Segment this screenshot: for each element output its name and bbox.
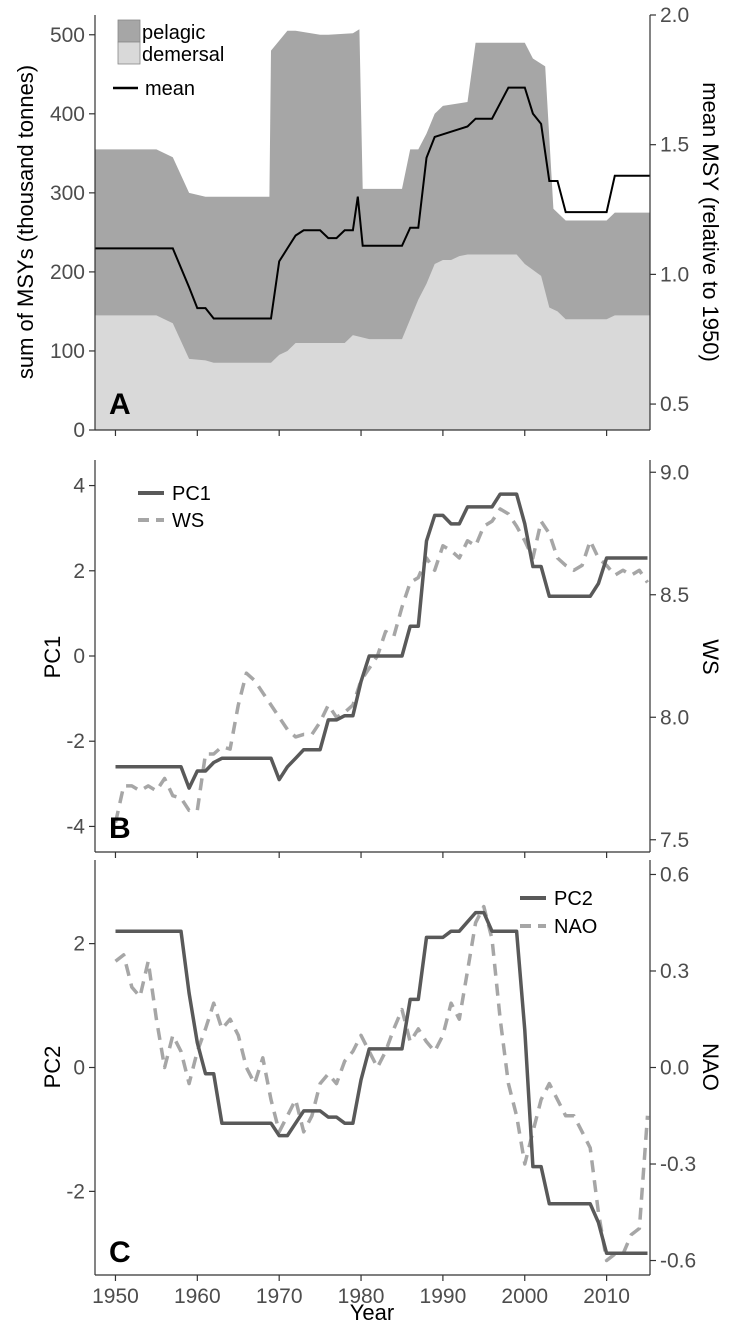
x-axis-title: Year	[350, 1300, 394, 1325]
panel-c-legend: PC2 NAO	[520, 888, 597, 938]
right-tick-label: 7.5	[660, 829, 689, 852]
legend-pelagic-swatch	[117, 19, 141, 43]
series-pc1-line	[115, 492, 648, 790]
panel-a: 0 100 200 300 400 500 0.5 1.0 1.5 2.0 sum of MSYs…	[13, 4, 723, 442]
series-ws-line	[113, 507, 649, 823]
left-tick-label: -4	[66, 815, 85, 838]
panel-c-background	[95, 860, 650, 1275]
panel-b-left-axis-title: PC1	[40, 636, 65, 679]
left-tick-label: 100	[50, 340, 85, 363]
panel-a-right-axis-title: mean MSY (relative to 1950)	[698, 82, 723, 362]
panel-a-letter: A	[109, 388, 131, 421]
legend-demersal-label: demersal	[142, 44, 224, 66]
x-tick-label: 1950	[92, 1285, 139, 1308]
legend-pelagic-label: pelagic	[142, 22, 205, 44]
left-tick-label: 2	[73, 933, 85, 956]
panel-c: -2 0 2 -0.6 -0.3 0.0 0.3 0.6 PC2 NAO C PC2 NAO	[40, 860, 723, 1276]
legend-pc2-label: PC2	[554, 888, 593, 910]
x-tick-label: 1960	[174, 1285, 221, 1308]
panel-c-letter: C	[109, 1236, 131, 1269]
right-tick-label: 8.5	[660, 584, 689, 607]
mean-msy-line	[95, 86, 650, 320]
right-tick-label: -0.6	[660, 1250, 696, 1273]
left-tick-label: 0	[73, 1057, 85, 1080]
left-tick-label: 200	[50, 261, 85, 284]
legend-nao-label: NAO	[554, 916, 597, 938]
panel-b: -4 -2 0 2 4 7.5 8.0 8.5 9.0 PC1 WS B PC1 WS	[40, 460, 723, 853]
left-tick-label: 300	[50, 182, 85, 205]
legend-mean-label: mean	[145, 78, 195, 100]
x-tick-label: 2000	[501, 1285, 548, 1308]
legend-ws-label: WS	[172, 510, 204, 532]
left-tick-label: 0	[73, 419, 85, 442]
left-tick-label: 2	[73, 560, 85, 583]
right-tick-label: 0.3	[660, 960, 689, 983]
right-tick-label: 8.0	[660, 706, 689, 729]
x-tick-label: 1970	[256, 1285, 303, 1308]
right-tick-label: 0.0	[660, 1057, 689, 1080]
left-tick-label: 500	[50, 24, 85, 47]
legend-demersal-swatch	[117, 41, 141, 65]
left-tick-label: -2	[66, 1180, 85, 1203]
right-tick-label: 1.5	[660, 134, 689, 157]
series-nao-line	[114, 904, 650, 1263]
x-tick-label: 1990	[420, 1285, 467, 1308]
legend-pc1-label: PC1	[172, 483, 211, 505]
panel-c-left-axis-title: PC2	[40, 1046, 65, 1089]
panel-a-left-axis-title: sum of MSYs (thousand tonnes)	[13, 65, 38, 379]
right-tick-label: 0.6	[660, 863, 689, 886]
panel-b-right-axis-title: WS	[698, 639, 723, 674]
x-tick-label: 2010	[583, 1285, 630, 1308]
right-tick-label: 2.0	[660, 4, 689, 27]
x-tick-label: 1980	[338, 1285, 385, 1308]
right-tick-label: 0.5	[660, 393, 689, 416]
panel-a-legend: pelagic demersal mean	[113, 19, 224, 100]
panel-b-letter: B	[109, 812, 131, 845]
left-tick-label: 400	[50, 103, 85, 126]
right-tick-label: 1.0	[660, 263, 689, 286]
left-tick-label: -2	[66, 730, 85, 753]
demersal-area	[95, 254, 650, 430]
panel-c-right-axis-title: NAO	[698, 1043, 723, 1091]
series-pc2-line	[115, 910, 648, 1256]
x-axis: 1950 1960 1970 1980 1990 2000 2010	[92, 430, 630, 1308]
right-tick-label: -0.3	[660, 1153, 696, 1176]
right-tick-label: 9.0	[660, 461, 689, 484]
panel-b-legend: PC1 WS	[138, 483, 211, 532]
left-tick-label: 4	[73, 475, 85, 498]
left-tick-label: 0	[73, 645, 85, 668]
